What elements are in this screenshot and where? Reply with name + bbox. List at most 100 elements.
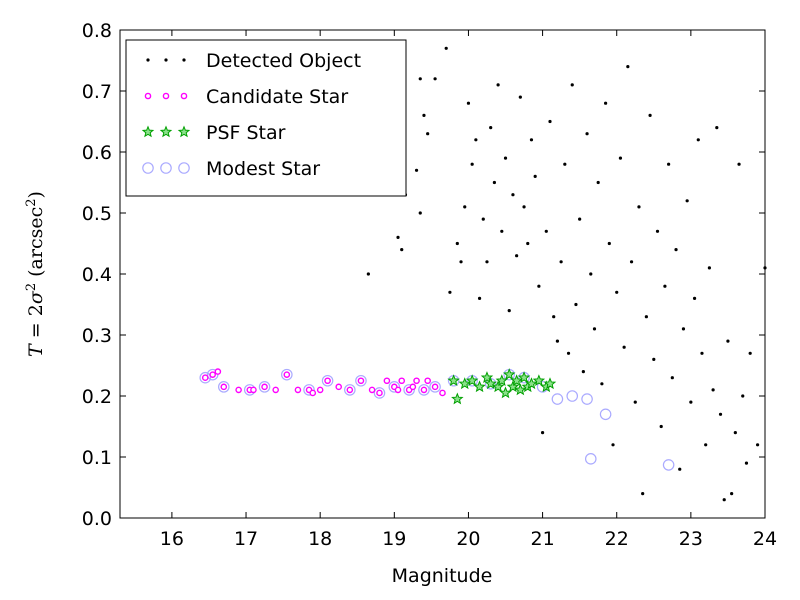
detected-object-point bbox=[485, 260, 489, 264]
detected-object-point bbox=[533, 174, 537, 178]
y-axis: 0.0 0.1 0.2 0.3 0.4 0.5 0.6 0.7 0.8 bbox=[82, 20, 765, 530]
psf-star-point bbox=[514, 383, 527, 396]
y-axis-label-part: 2 bbox=[24, 283, 39, 291]
detected-object-point bbox=[444, 46, 448, 50]
detected-object-point bbox=[511, 193, 515, 197]
modest-star-point bbox=[662, 459, 675, 471]
detected-object-point bbox=[737, 162, 741, 166]
x-tick-label: 18 bbox=[308, 528, 332, 550]
detected-object-point bbox=[426, 132, 430, 136]
modest-star-point bbox=[217, 381, 230, 393]
detected-object-point bbox=[685, 199, 689, 203]
modest-star-point bbox=[303, 384, 315, 396]
psf-star-point bbox=[517, 371, 531, 383]
detected-object-point bbox=[615, 290, 619, 294]
detected-object-point bbox=[555, 339, 560, 343]
detected-object-point bbox=[548, 119, 552, 124]
detected-object-point bbox=[559, 260, 563, 264]
modest-star-point bbox=[388, 381, 401, 393]
candidate-star-point bbox=[376, 389, 383, 397]
detected-object-point bbox=[667, 162, 671, 166]
legend-box bbox=[125, 39, 407, 197]
candidate-star-point bbox=[214, 368, 222, 375]
detected-object-point bbox=[459, 260, 463, 264]
legend-marker-psf-star bbox=[141, 125, 155, 138]
modest-star-point bbox=[344, 384, 356, 396]
candidate-star-point bbox=[283, 371, 291, 378]
y-axis-label-part: σ bbox=[25, 290, 47, 304]
psf-star-point bbox=[543, 377, 557, 390]
detected-object-point bbox=[622, 345, 626, 349]
detected-object-point bbox=[704, 443, 708, 447]
detected-object-point bbox=[563, 162, 567, 166]
legend-marker-candidate-star bbox=[180, 92, 188, 100]
candidate-star-point bbox=[272, 386, 279, 394]
candidate-star-point bbox=[439, 389, 446, 397]
legend-label-psf-star: PSF Star bbox=[206, 122, 286, 144]
detected-object-point bbox=[744, 461, 749, 465]
detected-object-point bbox=[418, 77, 422, 81]
detected-object-point bbox=[418, 211, 422, 215]
detected-object-point bbox=[652, 357, 656, 361]
candidate-star-point bbox=[394, 386, 402, 394]
modest-star-point bbox=[281, 368, 293, 381]
detected-object-point bbox=[692, 296, 697, 300]
x-axis-label: Magnitude bbox=[392, 565, 493, 587]
psf-star-point bbox=[510, 374, 523, 387]
y-tick-label: 0.7 bbox=[82, 81, 112, 103]
legend-marker-modest-star bbox=[160, 162, 172, 174]
candidate-star-point bbox=[250, 386, 257, 394]
x-tick-label: 24 bbox=[753, 528, 777, 550]
psf-star-point bbox=[480, 371, 494, 383]
detected-object-point bbox=[607, 241, 611, 246]
detected-object-point bbox=[626, 65, 630, 69]
modest-star-point bbox=[321, 374, 334, 387]
detected-object-point bbox=[596, 180, 600, 185]
detected-object-point bbox=[600, 382, 604, 386]
detected-object-point bbox=[733, 431, 737, 435]
legend-marker-modest-star bbox=[142, 162, 154, 174]
y-axis-label-part: 2 bbox=[24, 198, 39, 206]
detected-object-point bbox=[637, 205, 641, 209]
detected-object-point bbox=[585, 132, 589, 136]
detected-object-point bbox=[718, 412, 723, 416]
candidate-star-point bbox=[294, 386, 302, 394]
y-tick-label: 0.2 bbox=[82, 386, 112, 408]
psf-star-point bbox=[447, 374, 460, 387]
y-tick-label: 0.1 bbox=[82, 447, 112, 469]
psf-star-point bbox=[499, 386, 512, 399]
modest-star-point bbox=[429, 381, 441, 393]
detected-object-point bbox=[537, 284, 541, 288]
detected-object-point bbox=[455, 241, 459, 246]
psf-star-point bbox=[465, 374, 479, 387]
candidate-star-point bbox=[413, 377, 420, 385]
detected-object-point bbox=[518, 95, 522, 99]
detected-object-point bbox=[481, 217, 485, 221]
legend-marker-modest-star bbox=[178, 162, 190, 174]
candidate-star-point bbox=[201, 374, 209, 382]
legend-label-detected-object: Detected Object bbox=[206, 50, 361, 72]
psf-star-point bbox=[458, 377, 471, 390]
detected-object-point bbox=[655, 229, 660, 233]
candidate-star-point bbox=[235, 386, 242, 394]
detected-object-point bbox=[566, 351, 571, 355]
candidate-star-point bbox=[409, 383, 417, 391]
detected-object-point bbox=[663, 284, 667, 288]
modest-star-point bbox=[418, 384, 430, 396]
detected-object-point bbox=[689, 400, 693, 404]
psf-star-point bbox=[491, 380, 505, 393]
modest-star-point bbox=[355, 374, 367, 387]
detected-object-point bbox=[503, 156, 508, 160]
candidate-star-point bbox=[316, 386, 324, 394]
detected-object-point bbox=[641, 492, 645, 496]
detected-object-point bbox=[648, 113, 652, 117]
detected-object-point bbox=[470, 162, 474, 166]
legend-marker-psf-star bbox=[159, 125, 173, 138]
x-axis: 16 17 18 19 20 21 22 23 24 bbox=[160, 30, 777, 550]
x-tick-label: 21 bbox=[530, 528, 554, 550]
x-tick-label: 19 bbox=[382, 528, 406, 550]
detected-object-point bbox=[722, 498, 726, 502]
candidate-star-point bbox=[335, 383, 343, 391]
detected-object-point bbox=[474, 138, 478, 142]
